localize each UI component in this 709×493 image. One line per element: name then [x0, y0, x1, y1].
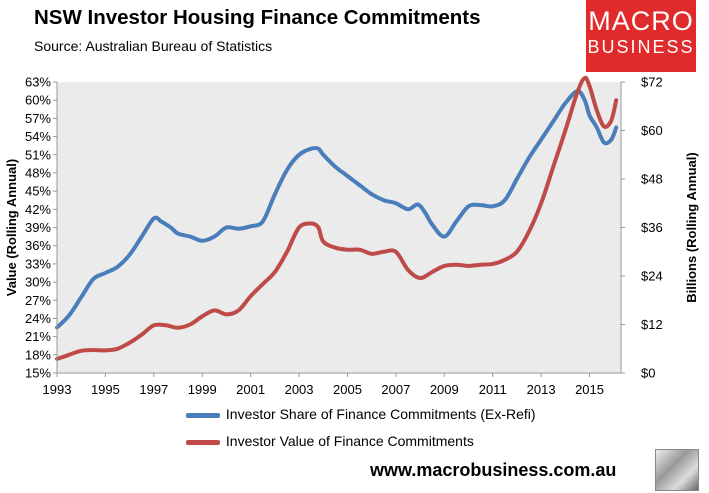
- x-tick-label: 2005: [333, 382, 362, 397]
- x-tick-label: 2007: [381, 382, 410, 397]
- x-tick-label: 2011: [479, 382, 507, 397]
- right-tick-label: $72: [641, 75, 663, 90]
- x-axis: 1993 1995 1997 1999 2001 2003 2005 2007 2009 2011…: [43, 373, 604, 397]
- chart-title: NSW Investor Housing Finance Commitments: [34, 6, 481, 29]
- legend-swatch-value: [186, 439, 220, 445]
- left-tick-label: 33%: [25, 256, 51, 271]
- right-tick-label: $24: [641, 269, 663, 284]
- x-tick-label: 2003: [285, 382, 314, 397]
- x-tick-label: 2009: [430, 382, 459, 397]
- left-tick-label: 39%: [25, 220, 51, 235]
- legend-entry-value: Investor Value of Finance Commitments: [186, 433, 474, 449]
- legend-label-share: Investor Share of Finance Commitments (E…: [225, 406, 536, 422]
- series-line-investor-value: [55, 75, 619, 361]
- plot-area: [57, 82, 621, 373]
- x-tick-label: 2015: [575, 382, 604, 397]
- left-tick-label: 54%: [25, 129, 51, 144]
- left-tick-label: 27%: [25, 293, 51, 308]
- left-tick-label: 45%: [25, 184, 51, 199]
- left-tick-label: 42%: [25, 202, 51, 217]
- logo-line-1: MACRO: [588, 6, 694, 36]
- right-tick-label: $60: [641, 123, 663, 138]
- left-tick-label: 15%: [25, 366, 51, 381]
- macrobusiness-logo: MACRO BUSINESS: [586, 0, 696, 72]
- left-tick-label: 48%: [25, 165, 51, 180]
- legend-entry-share: Investor Share of Finance Commitments (E…: [186, 406, 536, 422]
- left-axis: 15% 18% 21% 24% 27% 30% 33% 36% 39% 42% 45% 48% 51% 5…: [25, 75, 57, 381]
- right-tick-label: $48: [641, 172, 663, 187]
- left-tick-label: 36%: [25, 238, 51, 253]
- legend-swatch-share: [186, 412, 220, 418]
- left-tick-label: 30%: [25, 275, 51, 290]
- right-tick-label: $36: [641, 220, 663, 235]
- x-tick-label: 2001: [236, 382, 265, 397]
- chart-subtitle: Source: Australian Bureau of Statistics: [34, 38, 273, 54]
- x-tick-label: 1999: [188, 382, 217, 397]
- left-tick-label: 24%: [25, 311, 51, 326]
- y-axis-label-left: Value (Rolling Annual): [4, 159, 19, 296]
- x-tick-label: 2013: [527, 382, 556, 397]
- logo-line-2: BUSINESS: [587, 37, 695, 57]
- legend-label-value: Investor Value of Finance Commitments: [225, 433, 474, 449]
- wolf-mascot-image: [655, 449, 699, 491]
- left-tick-label: 51%: [25, 147, 51, 162]
- website-url: www.macrobusiness.com.au: [370, 460, 617, 480]
- right-tick-label: $12: [641, 317, 663, 332]
- left-tick-label: 57%: [25, 111, 51, 126]
- right-tick-label: $0: [641, 366, 655, 381]
- left-tick-label: 60%: [25, 93, 51, 108]
- x-tick-label: 1997: [139, 382, 168, 397]
- series-line-investor-share: [55, 89, 619, 330]
- x-tick-label: 1993: [43, 382, 72, 397]
- right-axis: $0 $12 $24 $36 $48 $60 $72: [621, 75, 663, 381]
- left-tick-label: 18%: [25, 347, 51, 362]
- y-axis-label-right: Billions (Rolling Annual): [684, 152, 699, 302]
- left-tick-label: 63%: [25, 75, 51, 90]
- x-tick-label: 1995: [91, 382, 120, 397]
- series-lines: [55, 75, 619, 361]
- left-tick-label: 21%: [25, 329, 51, 344]
